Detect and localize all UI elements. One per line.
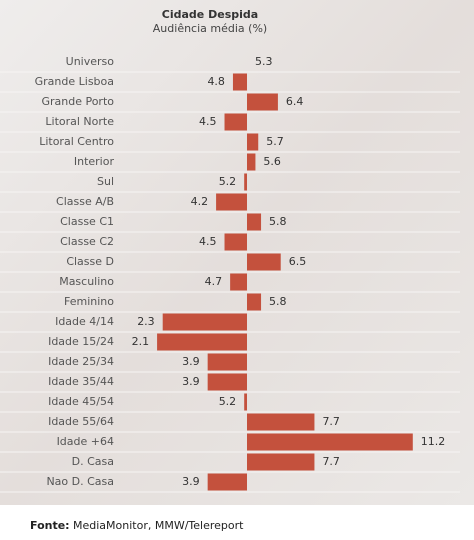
bar [247,433,413,451]
category-label: Nao D. Casa [46,475,114,488]
value-label: 5.8 [269,295,287,308]
value-label: 4.2 [191,195,209,208]
category-label: Sul [97,175,114,188]
category-label: Universo [66,55,115,68]
category-label: Idade 45/54 [48,395,114,408]
bar [157,333,247,351]
value-label: 6.4 [286,95,304,108]
category-label: Masculino [59,275,114,288]
bar [232,73,247,91]
category-label: Feminino [64,295,114,308]
source-label: Fonte: [30,519,70,532]
bar [207,353,247,371]
value-label: 3.9 [182,475,200,488]
bar [247,153,256,171]
category-label: Classe D [66,255,114,268]
value-label: 11.2 [421,435,446,448]
bar [247,213,262,231]
value-label: 3.9 [182,355,200,368]
value-label: 2.3 [137,315,155,328]
category-label: Grande Lisboa [35,75,114,88]
category-label: Idade 35/44 [48,375,114,388]
bar [244,173,247,191]
category-label: Classe C2 [60,235,114,248]
bar [247,453,315,471]
value-label: 2.1 [132,335,150,348]
category-label: Classe C1 [60,215,114,228]
value-label: 5.2 [219,175,237,188]
value-label: 4.7 [205,275,223,288]
value-label: 5.6 [263,155,281,168]
chart-subtitle: Audiência média (%) [153,22,267,35]
category-label: Litoral Centro [39,135,114,148]
bar [207,473,247,491]
value-label: 3.9 [182,375,200,388]
bar [247,93,278,111]
bar [247,253,281,271]
value-label: 4.5 [199,235,217,248]
bar [216,193,247,211]
bar [247,133,259,151]
value-label: 7.7 [322,415,340,428]
chart-title: Cidade Despida [162,8,258,21]
category-label: Idade 55/64 [48,415,114,428]
value-label: 5.2 [219,395,237,408]
bar [224,233,247,251]
category-label: Grande Porto [41,95,114,108]
category-label: Idade 25/34 [48,355,114,368]
value-label: 7.7 [322,455,340,468]
category-label: Idade 4/14 [55,315,114,328]
category-label: Idade +64 [57,435,114,448]
value-label: 5.7 [266,135,284,148]
bar [230,273,247,291]
category-label: Classe A/B [56,195,114,208]
value-label: 4.5 [199,115,217,128]
bar [224,113,247,131]
value-label: 5.8 [269,215,287,228]
category-label: Interior [74,155,115,168]
bar [247,413,315,431]
category-label: D. Casa [72,455,114,468]
source: MediaMonitor, MMW/Telereport [73,519,244,532]
bar [207,373,247,391]
bar [247,293,262,311]
value-label: 6.5 [289,255,307,268]
value-label: 4.8 [207,75,225,88]
value-label: 5.3 [255,55,273,68]
bar [244,393,247,411]
bar [162,313,247,331]
category-label: Idade 15/24 [48,335,114,348]
category-label: Litoral Norte [45,115,114,128]
